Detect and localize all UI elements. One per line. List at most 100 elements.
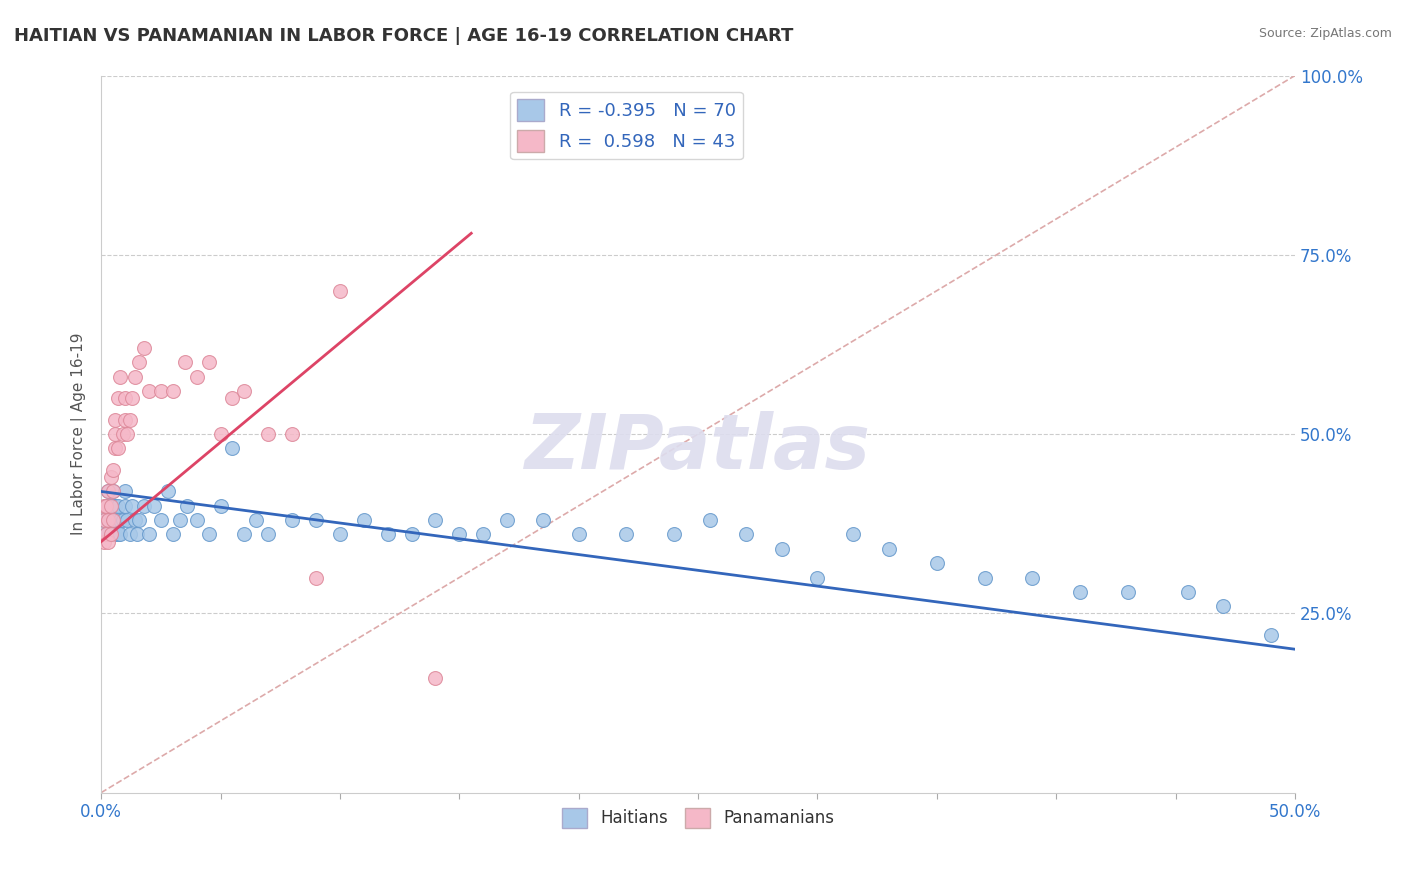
Point: [156, 484, 179, 499]
Point: [233, 527, 256, 541]
Point: [138, 384, 160, 398]
Point: [101, 513, 124, 527]
Point: [1260, 628, 1282, 642]
Point: [94, 499, 117, 513]
Point: [305, 570, 328, 584]
Point: [110, 513, 132, 527]
Point: [197, 527, 219, 541]
Point: [401, 527, 423, 541]
Point: [97, 513, 120, 527]
Point: [101, 527, 124, 541]
Point: [257, 527, 280, 541]
Point: [114, 499, 136, 513]
Text: HAITIAN VS PANAMANIAN IN LABOR FORCE | AGE 16-19 CORRELATION CHART: HAITIAN VS PANAMANIAN IN LABOR FORCE | A…: [14, 27, 793, 45]
Point: [104, 513, 127, 527]
Point: [107, 391, 129, 405]
Point: [132, 341, 155, 355]
Point: [496, 513, 519, 527]
Point: [806, 570, 828, 584]
Point: [118, 527, 141, 541]
Point: [209, 427, 232, 442]
Point: [329, 527, 352, 541]
Point: [186, 513, 208, 527]
Point: [221, 391, 243, 405]
Point: [173, 355, 195, 369]
Point: [104, 413, 127, 427]
Point: [138, 527, 160, 541]
Point: [1021, 570, 1043, 584]
Point: [93, 534, 115, 549]
Point: [101, 463, 124, 477]
Point: [197, 355, 219, 369]
Point: [1069, 585, 1091, 599]
Point: [568, 527, 591, 541]
Y-axis label: In Labor Force | Age 16-19: In Labor Force | Age 16-19: [72, 333, 87, 535]
Point: [121, 499, 143, 513]
Point: [186, 369, 208, 384]
Point: [125, 527, 148, 541]
Point: [97, 534, 120, 549]
Point: [97, 513, 120, 527]
Point: [117, 513, 139, 527]
Point: [425, 513, 447, 527]
Point: [305, 513, 328, 527]
Point: [973, 570, 995, 584]
Point: [128, 355, 150, 369]
Point: [104, 527, 127, 541]
Point: [616, 527, 638, 541]
Point: [114, 484, 136, 499]
Point: [101, 484, 124, 499]
Point: [107, 499, 129, 513]
Legend: Haitians, Panamanians: Haitians, Panamanians: [555, 801, 841, 835]
Point: [425, 671, 447, 685]
Point: [114, 413, 136, 427]
Point: [124, 513, 146, 527]
Point: [93, 513, 115, 527]
Text: ZIPatlas: ZIPatlas: [524, 411, 872, 485]
Point: [162, 384, 184, 398]
Point: [209, 499, 232, 513]
Point: [94, 527, 117, 541]
Point: [97, 484, 120, 499]
Text: Source: ZipAtlas.com: Source: ZipAtlas.com: [1258, 27, 1392, 40]
Point: [110, 369, 132, 384]
Point: [97, 484, 120, 499]
Point: [100, 499, 122, 513]
Point: [925, 556, 948, 570]
Point: [100, 527, 122, 541]
Point: [124, 369, 146, 384]
Point: [281, 513, 304, 527]
Point: [118, 413, 141, 427]
Point: [111, 427, 134, 442]
Point: [104, 442, 127, 456]
Point: [100, 513, 122, 527]
Point: [1212, 599, 1234, 614]
Point: [132, 499, 155, 513]
Point: [117, 427, 139, 442]
Point: [162, 527, 184, 541]
Point: [699, 513, 721, 527]
Point: [531, 513, 554, 527]
Point: [221, 442, 243, 456]
Point: [110, 527, 132, 541]
Point: [101, 513, 124, 527]
Point: [93, 513, 115, 527]
Point: [449, 527, 471, 541]
Point: [94, 499, 117, 513]
Point: [353, 513, 375, 527]
Point: [1177, 585, 1199, 599]
Point: [257, 427, 280, 442]
Point: [1116, 585, 1139, 599]
Point: [149, 513, 172, 527]
Point: [101, 499, 124, 513]
Point: [128, 513, 150, 527]
Point: [107, 442, 129, 456]
Point: [770, 541, 793, 556]
Point: [281, 427, 304, 442]
Point: [111, 513, 134, 527]
Point: [149, 384, 172, 398]
Point: [472, 527, 495, 541]
Point: [377, 527, 399, 541]
Point: [877, 541, 900, 556]
Point: [104, 499, 127, 513]
